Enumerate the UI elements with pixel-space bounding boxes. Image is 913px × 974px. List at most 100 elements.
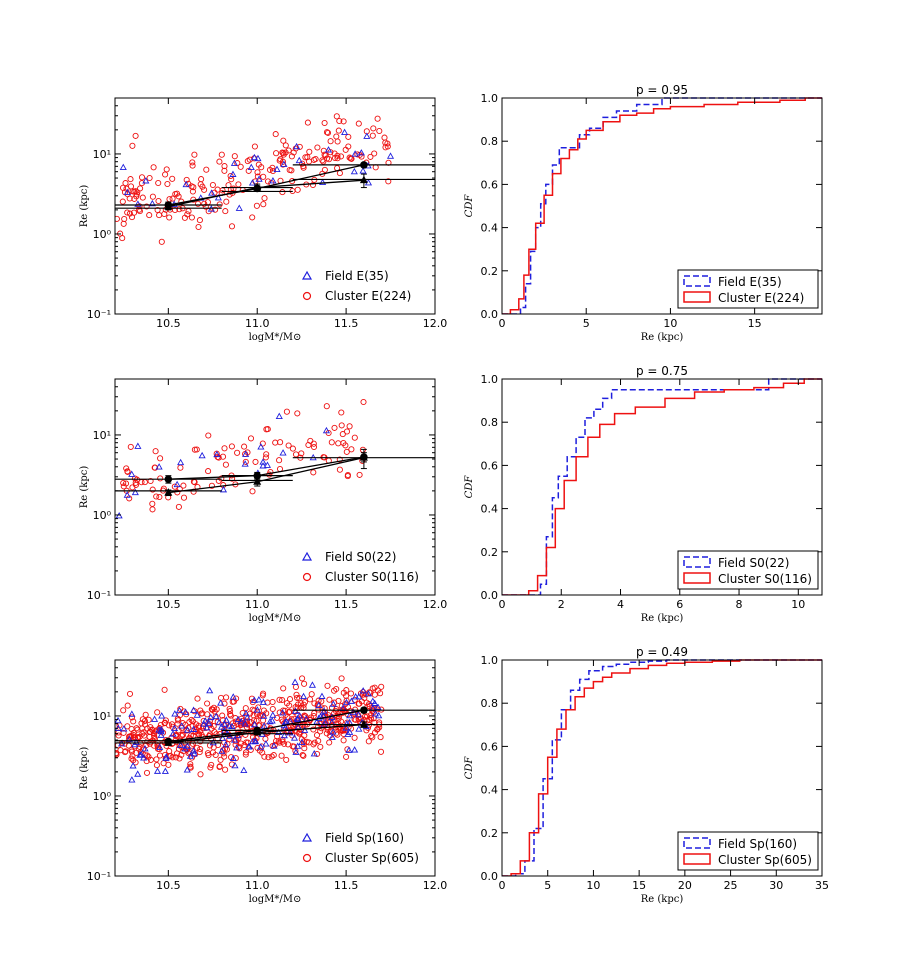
cluster-point (158, 238, 165, 245)
cluster-point (243, 713, 250, 720)
cluster-point (276, 457, 283, 464)
cluster-point (263, 426, 270, 433)
cluster-point (342, 442, 349, 449)
cluster-point (115, 215, 120, 222)
cluster-point (144, 725, 151, 732)
field-point (295, 156, 303, 164)
cluster-point (351, 716, 358, 723)
median_cluster-marker (164, 737, 173, 746)
cluster-point (368, 732, 375, 740)
cluster-point (262, 735, 269, 742)
x-tick-label: 11.5 (334, 879, 359, 892)
cluster-point (235, 181, 242, 188)
cluster-point (355, 120, 362, 127)
y-tick-label: 0.2 (481, 546, 499, 559)
legend-cluster-swatch (683, 291, 711, 303)
cluster-point (180, 494, 188, 501)
cluster-point (163, 166, 170, 173)
cluster-point (177, 464, 184, 471)
legend-cluster-marker (302, 572, 312, 582)
cluster-point (132, 479, 139, 486)
cluster-point (283, 756, 290, 763)
cluster-point (149, 500, 156, 507)
cluster-point (183, 746, 190, 753)
cluster-point (154, 206, 161, 214)
axes-frame (501, 378, 823, 596)
field-point (155, 463, 163, 470)
cluster-point (369, 132, 376, 139)
cluster-point (259, 749, 266, 756)
field-point (354, 710, 362, 718)
cluster-point (127, 183, 135, 190)
cluster-point (201, 186, 208, 193)
field-point (259, 458, 267, 465)
plot-area (502, 378, 822, 595)
cluster-point (143, 203, 150, 210)
x-axis-label: logM*/M⊙ (249, 894, 302, 905)
field-point (230, 736, 239, 743)
field-point (345, 746, 353, 753)
cluster-point (252, 458, 259, 465)
cluster-point (315, 737, 322, 744)
cluster-point (294, 186, 301, 193)
cluster-point (139, 716, 146, 723)
cluster-point (269, 167, 277, 175)
field-point (355, 725, 363, 732)
cluster-point (166, 722, 173, 729)
cluster-point (300, 752, 307, 759)
field-point (240, 766, 248, 774)
cluster-point (308, 691, 315, 698)
cluster-point (147, 477, 154, 485)
y-tick-label: 0.8 (481, 135, 499, 148)
cluster-point (176, 755, 183, 762)
y-tick-label: 0.2 (481, 265, 499, 278)
cluster-point (173, 190, 181, 197)
field-cdf-line (502, 659, 822, 876)
cluster-point (310, 726, 317, 733)
cluster-point (265, 754, 272, 761)
cluster-point (164, 180, 171, 188)
cluster-point (304, 154, 311, 161)
y-tick-label: 1.0 (481, 92, 499, 105)
field-point (157, 727, 165, 735)
field-point (217, 699, 225, 706)
field-point (219, 734, 227, 741)
cluster-point (371, 150, 378, 157)
cluster-point (359, 691, 367, 698)
cluster-point (208, 482, 215, 489)
cluster-point (269, 698, 276, 706)
field-point (157, 731, 165, 738)
cluster-point (153, 493, 160, 500)
cluster-point (279, 149, 286, 156)
cluster-point (351, 734, 358, 741)
legend-cluster-label: Cluster E(224) (325, 289, 411, 303)
cluster-point (209, 706, 216, 713)
field-point (280, 160, 288, 167)
field-point (190, 725, 198, 732)
median_field-marker (359, 720, 368, 728)
field-point (230, 159, 238, 166)
cluster-point (310, 440, 317, 447)
cluster-point (194, 744, 201, 751)
cluster-point (378, 683, 385, 690)
field-point (241, 460, 249, 467)
field-point (298, 738, 306, 746)
field-point (280, 731, 288, 739)
field-point (279, 449, 287, 456)
field-point (153, 767, 162, 774)
y-tick-label: 10⁻¹ (87, 870, 111, 883)
cluster-point (115, 732, 122, 739)
legend-field-marker (301, 551, 313, 561)
field-point (142, 177, 150, 184)
x-tick-label: 6 (676, 598, 683, 611)
scatter-panel-4: 10.5 11.0 11.5 12.0 10⁻¹ 10⁰ 10¹ logM*/M⊙ Re (kp… (79, 659, 447, 905)
field-point (342, 698, 351, 706)
field-point (286, 728, 294, 736)
field-point (183, 742, 192, 749)
field-point (262, 740, 270, 747)
cluster-point (218, 151, 225, 158)
field-point (299, 692, 308, 700)
field-point (243, 714, 251, 721)
y-axis-label: CDF (464, 756, 475, 780)
field-point (222, 716, 230, 723)
